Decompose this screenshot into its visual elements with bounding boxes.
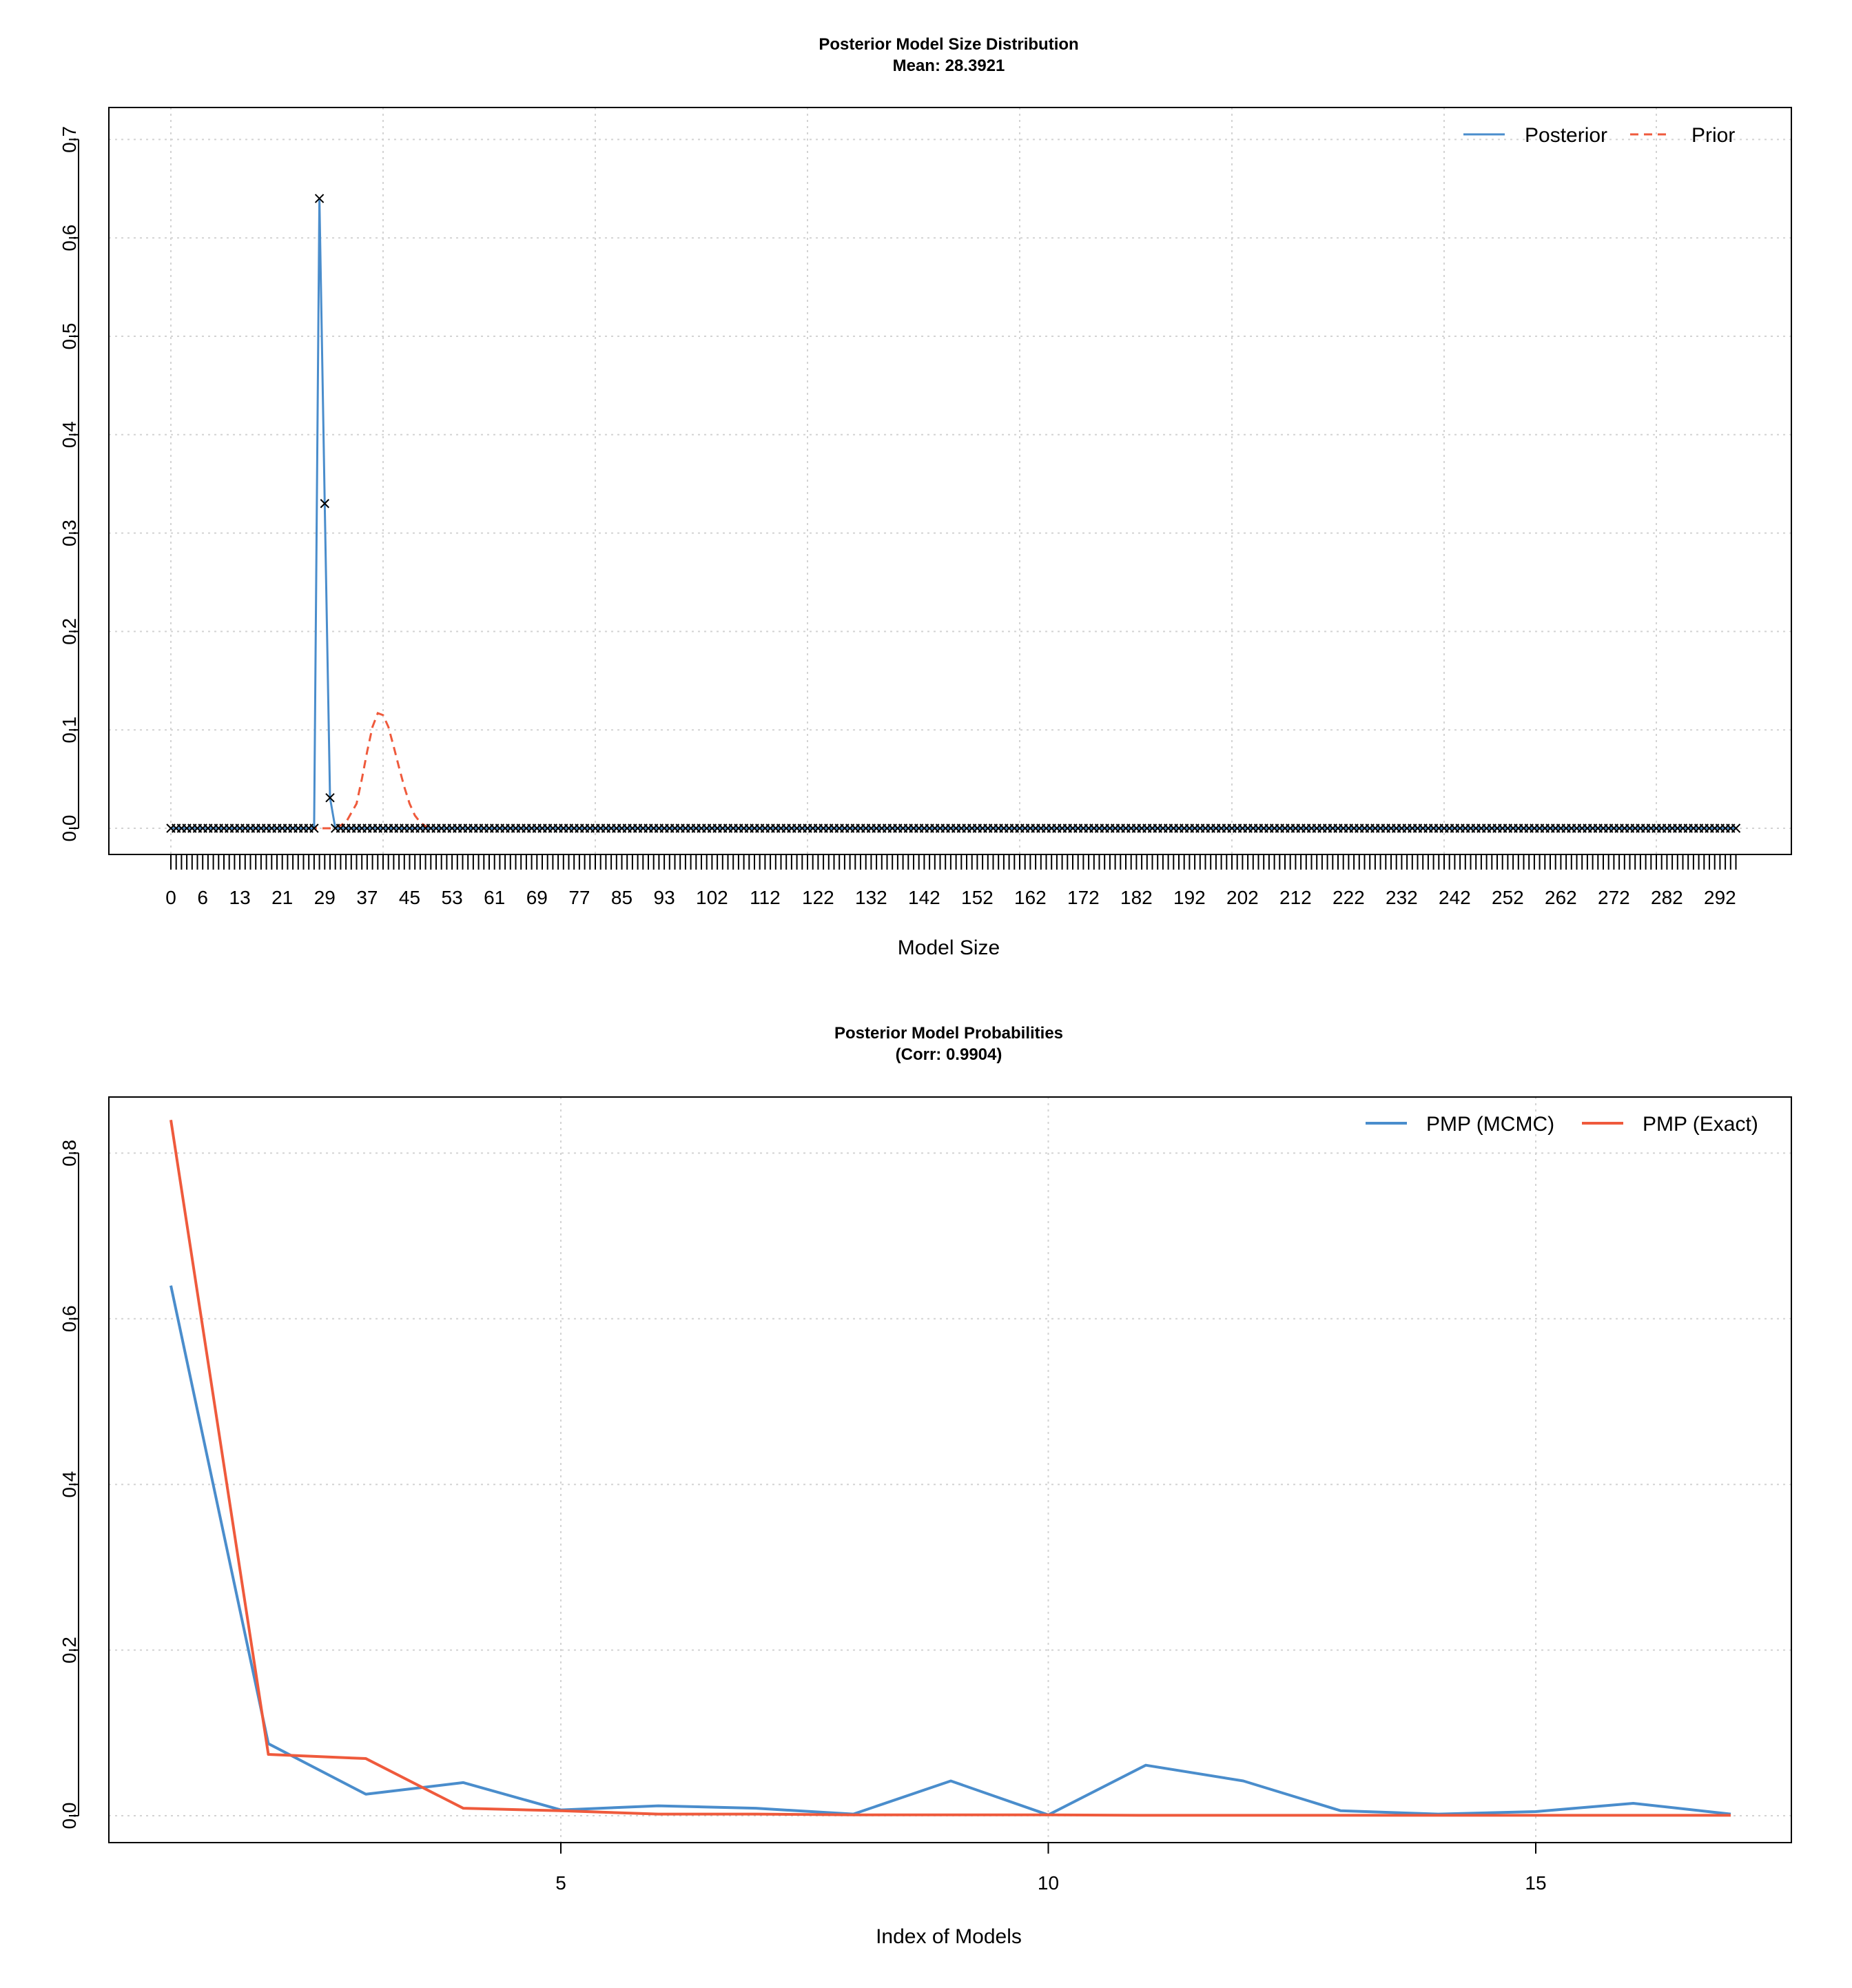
chart1-legend: Posterior Prior (1463, 124, 1735, 147)
chart2-grid (109, 1097, 1791, 1843)
chart2-x-tick-label: 10 (1038, 1872, 1059, 1894)
model-probabilities-chart: Posterior Model Probabilities (Corr: 0.9… (59, 1024, 1792, 1948)
chart2-series (169, 1120, 1731, 1817)
prior-line (171, 711, 1736, 830)
chart1-y-tick-label: 0.7 (59, 126, 80, 153)
chart1-x-tick-label: 112 (750, 887, 781, 908)
chart1-x-tick-label: 172 (1067, 887, 1100, 908)
chart1-x-tick-label: 13 (229, 887, 251, 908)
chart1-x-tick-label: 69 (526, 887, 548, 908)
chart1-x-tick-label: 53 (442, 887, 463, 908)
chart1-x-tick-label: 272 (1598, 887, 1630, 908)
chart2-y-axis: 0.0 0.2 0.4 0.6 0.8 (59, 1140, 80, 1830)
chart1-x-tick-label: 282 (1651, 887, 1683, 908)
chart1-y-tick-label: 0.1 (59, 717, 80, 744)
chart1-x-tick-label: 192 (1173, 887, 1206, 908)
chart1-plot-frame (108, 107, 1792, 855)
chart2-legend: PMP (MCMC) PMP (Exact) (1366, 1113, 1758, 1136)
chart1-x-axis: 0 6 13 21 29 37 45 53 61 69 77 85 93 102 112 122 132 142 1… (165, 854, 1737, 908)
chart1-x-tick-label: 93 (654, 887, 675, 908)
legend-prior-label: Prior (1691, 124, 1735, 147)
chart1-y-tick-label: 0.2 (59, 618, 80, 645)
chart1-x-tick-label: 262 (1545, 887, 1577, 908)
chart1-posterior-series (171, 198, 1736, 830)
legend-posterior-label: Posterior (1525, 124, 1607, 147)
chart2-x-axis: 5 10 15 (555, 1842, 1547, 1894)
chart2-title: Posterior Model Probabilities (834, 1024, 1063, 1043)
chart1-x-tick-label: 37 (356, 887, 378, 908)
chart1-x-tick-label: 162 (1014, 887, 1047, 908)
model-size-chart: Posterior Model Size Distribution Mean: … (59, 35, 1792, 959)
chart2-x-axis-label: Index of Models (876, 1925, 1022, 1948)
chart1-y-tick-label: 0.0 (59, 815, 80, 842)
chart1-x-tick-label: 202 (1226, 887, 1259, 908)
chart1-x-tick-label: 232 (1386, 887, 1418, 908)
chart1-x-tick-label: 45 (399, 887, 420, 908)
chart2-y-tick-label: 0.4 (59, 1471, 80, 1498)
chart1-x-tick-label: 182 (1120, 887, 1153, 908)
chart1-x-tick-label: 222 (1333, 887, 1365, 908)
chart1-y-tick-label: 0.3 (59, 520, 80, 546)
chart1-title: Posterior Model Size Distribution (819, 35, 1078, 54)
chart2-subtitle: (Corr: 0.9904) (896, 1045, 1002, 1064)
chart1-x-tick-label: 122 (802, 887, 834, 908)
chart2-y-tick-label: 0.8 (59, 1140, 80, 1167)
chart1-x-tick-label: 21 (271, 887, 293, 908)
chart1-x-tick-label: 142 (908, 887, 940, 908)
chart1-y-tick-label: 0.5 (59, 323, 80, 350)
chart1-x-tick-label: 0 (165, 887, 176, 908)
chart1-x-tick-label: 212 (1279, 887, 1312, 908)
chart1-x-tick-label: 77 (568, 887, 590, 908)
chart1-point-markers (166, 194, 1741, 833)
pmp-mcmc-line (169, 1285, 1731, 1816)
chart1-x-tick-label: 85 (611, 887, 632, 908)
chart2-y-tick-label: 0.0 (59, 1803, 80, 1830)
chart2-x-tick-label: 5 (555, 1872, 566, 1894)
chart2-y-tick-label: 0.6 (59, 1305, 80, 1332)
chart1-x-tick-label: 29 (314, 887, 336, 908)
chart1-y-tick-label: 0.4 (59, 421, 80, 448)
chart2-y-tick-label: 0.2 (59, 1637, 80, 1663)
posterior-point-marker (309, 823, 319, 833)
chart1-x-tick-label: 6 (197, 887, 208, 908)
chart1-x-tick-label: 242 (1439, 887, 1471, 908)
chart1-x-tick-label: 252 (1492, 887, 1524, 908)
pmp-exact-line (169, 1120, 1731, 1817)
chart1-x-tick-label: 61 (484, 887, 505, 908)
chart1-subtitle: Mean: 28.3921 (893, 57, 1005, 75)
chart1-y-axis: 0.0 0.1 0.2 0.3 0.4 0.5 0.6 0.7 (59, 126, 80, 842)
posterior-point-marker (320, 499, 330, 509)
legend-exact-label: PMP (Exact) (1643, 1113, 1758, 1136)
chart1-y-tick-label: 0.6 (59, 225, 80, 252)
chart1-x-tick-label: 292 (1704, 887, 1736, 908)
chart2-x-tick-label: 15 (1525, 1872, 1546, 1894)
posterior-point-marker (1731, 823, 1741, 833)
chart1-prior-series (171, 711, 1736, 830)
chart1-x-axis-label: Model Size (898, 936, 1000, 959)
posterior-point-marker (314, 194, 325, 203)
chart1-x-tick-label: 102 (696, 887, 728, 908)
chart1-x-tick-label: 152 (961, 887, 994, 908)
chart2-plot-frame (108, 1096, 1792, 1843)
posterior-point-marker (325, 793, 335, 803)
chart1-x-tick-label: 132 (855, 887, 887, 908)
chart1-grid (109, 107, 1791, 854)
posterior-line (171, 198, 1736, 830)
legend-mcmc-label: PMP (MCMC) (1426, 1113, 1554, 1136)
